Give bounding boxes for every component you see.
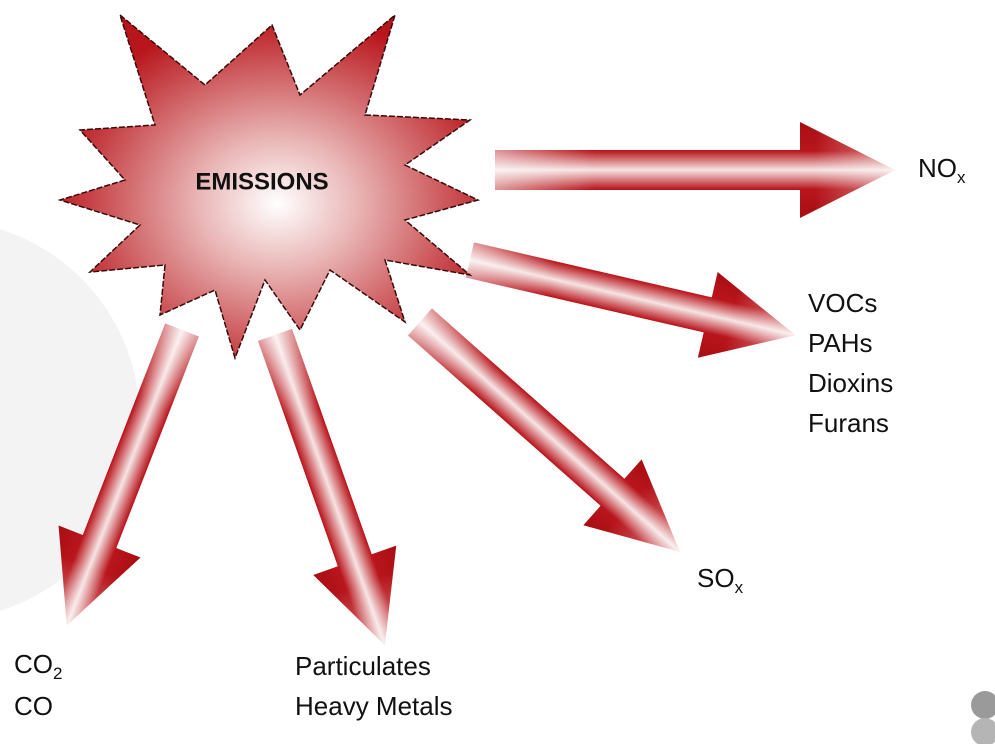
arrows	[58, 122, 895, 646]
arrow	[408, 308, 680, 552]
arrow	[465, 242, 796, 358]
arrow	[58, 323, 199, 626]
output-label: CO2	[14, 649, 62, 684]
star-burst	[57, 12, 481, 361]
output-label: Dioxins	[808, 368, 893, 398]
output-label: Heavy Metals	[295, 691, 453, 721]
arrow	[258, 328, 397, 646]
output-label: Particulates	[295, 651, 431, 681]
output-label: SOx	[697, 563, 744, 598]
output-label: PAHs	[808, 328, 873, 358]
output-label: CO	[14, 691, 53, 721]
output-label: VOCs	[808, 288, 877, 318]
logo	[971, 691, 995, 744]
output-label: NOx	[918, 153, 966, 188]
arrow	[495, 122, 895, 218]
output-label: Furans	[808, 408, 889, 438]
center-label: EMISSIONS	[195, 168, 328, 195]
